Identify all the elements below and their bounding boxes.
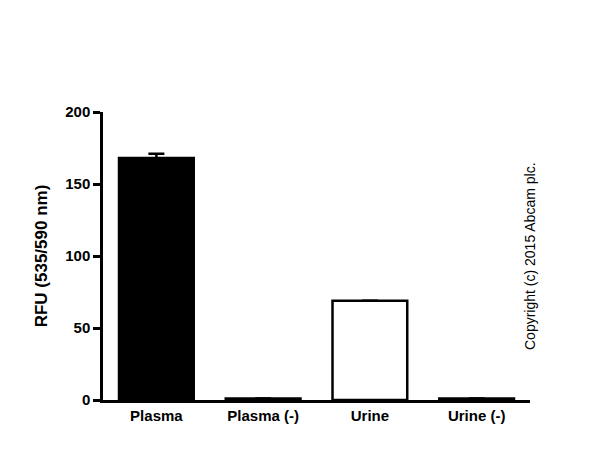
svg-text:50: 50 [74,319,91,336]
svg-text:RFU (535/590 nm): RFU (535/590 nm) [32,185,51,328]
svg-text:Urine: Urine [351,407,389,424]
svg-text:Plasma: Plasma [130,407,183,424]
svg-text:Plasma (-): Plasma (-) [227,407,299,424]
svg-text:Copyright (c) 2015 Abcam plc.: Copyright (c) 2015 Abcam plc. [522,162,538,350]
svg-text:100: 100 [65,247,90,264]
svg-text:200: 200 [65,103,90,120]
svg-text:150: 150 [65,175,90,192]
svg-text:0: 0 [82,391,90,408]
svg-text:Urine (-): Urine (-) [448,407,506,424]
